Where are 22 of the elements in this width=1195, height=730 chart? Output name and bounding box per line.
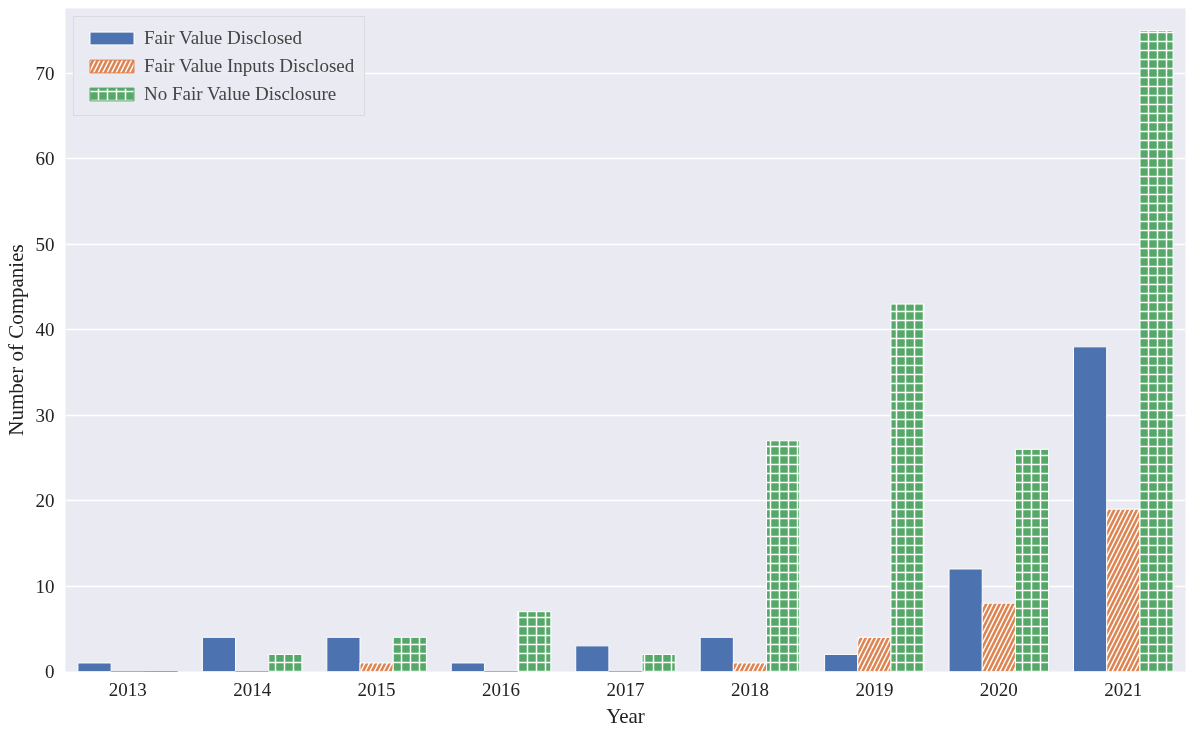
y-tick-label: 70 <box>35 62 55 84</box>
x-tick-label: 2020 <box>979 678 1018 700</box>
x-tick-label: 2018 <box>730 678 769 700</box>
x-tick-label: 2015 <box>357 678 396 700</box>
y-axis-title: Number of Companies <box>3 244 28 436</box>
legend-label: No Fair Value Disclosure <box>144 83 337 105</box>
y-tick-label: 10 <box>35 575 55 597</box>
x-tick-label: 2019 <box>855 678 894 700</box>
y-tick-label: 0 <box>45 661 55 682</box>
legend-label: Fair Value Disclosed <box>144 27 302 49</box>
y-tick-label: 60 <box>35 148 55 170</box>
x-axis-title: Year <box>606 703 645 728</box>
x-tick-label: 2014 <box>233 678 272 700</box>
y-tick-label: 40 <box>35 319 55 341</box>
y-tick-label: 50 <box>35 233 55 255</box>
x-tick-label: 2013 <box>108 678 147 700</box>
x-tick-label: 2016 <box>482 678 521 700</box>
y-tick-label: 30 <box>35 404 55 426</box>
x-tick-label: 2017 <box>606 678 645 700</box>
x-tick-label: 2021 <box>1104 678 1143 700</box>
y-tick-label: 20 <box>35 490 55 512</box>
legend-label: Fair Value Inputs Disclosed <box>144 55 355 77</box>
